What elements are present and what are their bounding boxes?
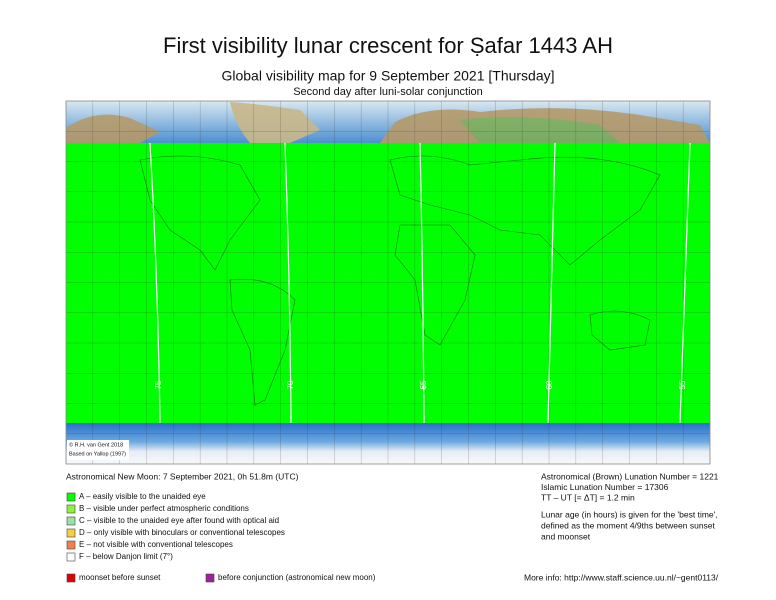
legend-label: E – not visible with conventional telesc…: [79, 540, 233, 549]
northern-land: [66, 102, 710, 143]
legend-swatch: [66, 573, 76, 583]
legend-swatch: [66, 528, 76, 538]
land: [66, 114, 160, 143]
info-line: Astronomical (Brown) Lunation Number = 1…: [541, 471, 719, 481]
coastlines: [139, 155, 661, 406]
legend-label: A – easily visible to the unaided eye: [79, 492, 206, 501]
coastline: [589, 310, 651, 351]
legend-label: moonset before sunset: [79, 573, 161, 582]
contours: [149, 142, 691, 424]
contour-label: 70: [286, 380, 295, 389]
legend: A – easily visible to the unaided eye B –…: [66, 492, 376, 583]
contour-line: [419, 142, 425, 424]
legend-swatch: [66, 552, 76, 562]
land: [230, 102, 320, 143]
info-paragraph-line: defined as the moment 4/9ths between sun…: [541, 520, 716, 530]
contour-label: 75: [154, 380, 163, 389]
contour-line: [679, 142, 691, 424]
graticule: [66, 101, 710, 464]
subtitle: Global visibility map for 9 September 20…: [221, 68, 554, 84]
coastline: [394, 224, 476, 346]
legend-label: F – below Danjon limit (7°): [79, 552, 173, 561]
info-line: TT – UT [= ΔT] = 1.2 min: [541, 492, 635, 502]
contour-labels: 75 70 65 60 55: [154, 380, 687, 389]
contour-line: [149, 142, 161, 424]
info-line: Islamic Lunation Number = 17306: [541, 482, 669, 492]
legend-swatch: [205, 573, 215, 583]
contour-label: 65: [419, 380, 428, 389]
legend-label: D – only visible with binoculars or conv…: [79, 528, 285, 537]
new-moon-note: Astronomical New Moon: 7 September 2021,…: [66, 471, 299, 481]
legend-swatch: [66, 540, 76, 550]
map: 75 70 65 60 55 © R.H. van Gent 2018 Based on…: [65, 100, 711, 465]
coastline: [389, 155, 661, 266]
legend-swatch: [66, 516, 76, 526]
antarctic-band: [66, 423, 710, 464]
credit: Based on Yallop (1997): [69, 451, 126, 457]
more-info: More info: http://www.staff.science.uu.n…: [524, 572, 719, 582]
legend-label: C – visible to the unaided eye after fou…: [79, 516, 279, 525]
land: [460, 116, 620, 143]
info-column: Astronomical (Brown) Lunation Number = 1…: [541, 471, 719, 541]
map-frame: [65, 100, 711, 465]
coastline: [139, 155, 261, 271]
legend-swatch: [66, 504, 76, 514]
contour-line: [284, 142, 292, 424]
info-paragraph-line: Lunar age (in hours) is given for the 'b…: [541, 509, 718, 519]
credit: © R.H. van Gent 2018: [69, 441, 123, 448]
legend-label: before conjunction (astronomical new moo…: [218, 573, 376, 582]
title: First visibility lunar crescent for Ṣafa…: [163, 33, 613, 58]
visibility-zone-a: [66, 143, 710, 423]
legend-label: B – visible under perfect atmospheric co…: [79, 504, 249, 513]
contour-label: 60: [545, 380, 554, 389]
coastline: [229, 278, 296, 406]
credit-box: [67, 440, 129, 460]
contour-line: [547, 142, 556, 424]
info-paragraph-line: and moonset: [541, 531, 591, 541]
subtitle-note: Second day after luni-solar conjunction: [293, 86, 483, 98]
contour-label: 55: [678, 380, 687, 389]
legend-swatch: [66, 492, 76, 502]
